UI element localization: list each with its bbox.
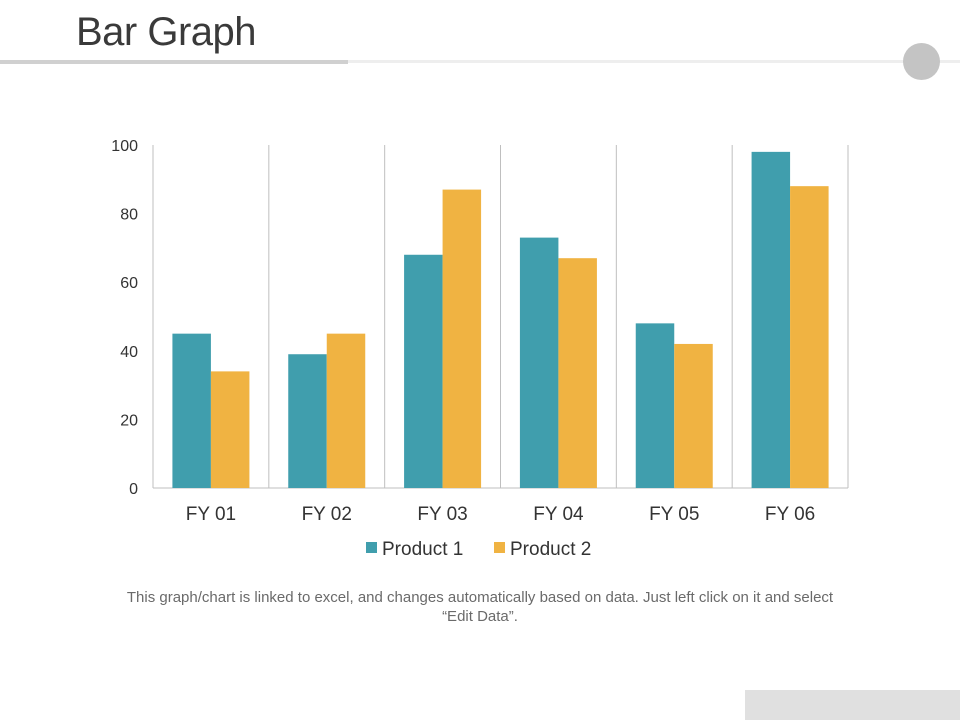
chart-caption: This graph/chart is linked to excel, and… (126, 589, 834, 625)
header-divider (348, 60, 960, 63)
legend-swatch (366, 542, 377, 553)
x-category-label: FY 04 (533, 504, 584, 525)
legend-swatch (494, 542, 505, 553)
bar-product-1[interactable] (519, 237, 559, 488)
bar-product-2[interactable] (326, 333, 366, 488)
bar-product-2[interactable] (558, 258, 597, 488)
legend-label: Product 1 (382, 539, 463, 560)
y-tick-label: 0 (129, 481, 138, 498)
y-tick-label: 100 (111, 138, 138, 155)
y-tick-label: 40 (120, 344, 138, 361)
bar-product-1[interactable] (172, 333, 211, 488)
title-underline (0, 60, 348, 64)
y-tick-label: 60 (120, 275, 138, 292)
bar-product-2[interactable] (210, 371, 250, 488)
x-category-label: FY 05 (649, 504, 699, 525)
bar-product-1[interactable] (635, 323, 675, 488)
bar-product-2[interactable] (790, 186, 829, 488)
bar-product-2[interactable] (442, 189, 482, 488)
bar-product-2[interactable] (674, 343, 713, 488)
bar-product-1[interactable] (751, 151, 791, 489)
slide-title: Bar Graph (76, 10, 257, 54)
bar-product-1[interactable] (404, 254, 443, 488)
legend-label: Product 2 (510, 539, 591, 560)
x-category-label: FY 06 (765, 504, 815, 525)
y-tick-label: 80 (120, 207, 138, 224)
x-category-label: FY 02 (302, 504, 352, 525)
x-category-label: FY 03 (417, 504, 467, 525)
bar-product-1[interactable] (288, 354, 327, 488)
footer-block (745, 690, 960, 720)
decorative-circle (903, 43, 940, 80)
y-tick-label: 20 (120, 412, 138, 429)
x-category-label: FY 01 (186, 504, 236, 525)
